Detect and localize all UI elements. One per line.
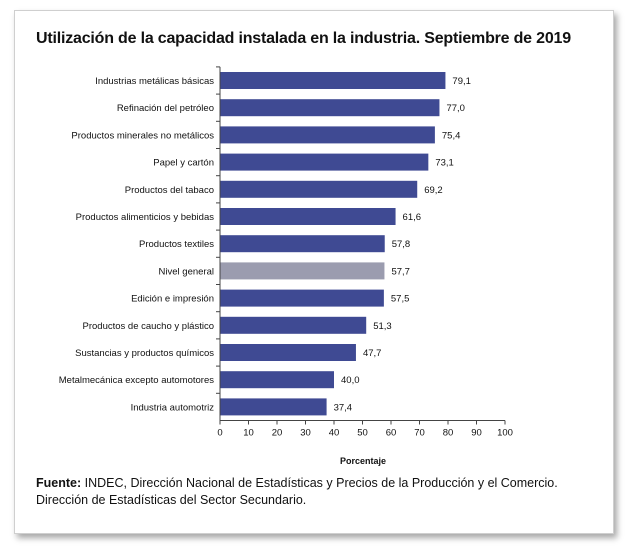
bar <box>220 398 327 416</box>
bar <box>220 208 396 225</box>
bar <box>220 99 440 117</box>
category-label: Productos minerales no metálicos <box>71 130 214 141</box>
value-label: 73,1 <box>435 158 454 169</box>
value-label: 51,3 <box>373 321 392 332</box>
category-label: Metalmecánica excepto automotores <box>59 375 214 386</box>
value-label: 40,0 <box>341 375 360 386</box>
x-tick-label: 100 <box>497 428 513 439</box>
x-tick-label: 30 <box>300 428 311 439</box>
x-tick-label: 90 <box>471 428 482 439</box>
value-label: 57,7 <box>391 266 410 277</box>
value-label: 57,8 <box>392 239 411 250</box>
bars-layer: Industrias metálicas básicas 79,1 Refinaci… <box>59 66 471 416</box>
value-label: 37,4 <box>334 402 353 413</box>
value-label: 57,5 <box>391 294 410 305</box>
value-label: 79,1 <box>452 76 471 87</box>
x-tick-label: 60 <box>386 428 397 439</box>
bar <box>220 126 435 144</box>
category-label: Papel y cartón <box>153 158 214 169</box>
x-tick-label: 70 <box>414 428 425 439</box>
category-label: Productos de caucho y plástico <box>83 321 215 332</box>
category-label: Productos textiles <box>139 239 214 250</box>
x-axis: 0 10 20 30 40 50 60 70 80 90 100 <box>217 66 513 439</box>
bar-highlight <box>220 262 385 280</box>
category-label: Industria automotriz <box>131 402 215 413</box>
bar <box>220 235 385 253</box>
category-label: Refinación del petróleo <box>117 103 214 114</box>
x-tick-label: 20 <box>272 428 283 439</box>
value-label: 69,2 <box>424 185 443 196</box>
bar <box>220 316 367 334</box>
x-tick-label: 80 <box>443 428 454 439</box>
x-tick-label: 0 <box>217 428 222 439</box>
category-label: Edición e impresión <box>131 294 214 305</box>
bar <box>220 344 356 361</box>
category-label: Productos alimenticios y bebidas <box>76 212 215 223</box>
value-label: 77,0 <box>446 103 465 114</box>
category-label: Nivel general <box>159 266 214 277</box>
chart-title: Utilización de la capacidad instalada en… <box>36 30 571 47</box>
bar <box>220 180 418 198</box>
x-axis-label: Porcentaje <box>340 456 386 466</box>
bar <box>220 371 334 389</box>
bar <box>220 153 429 171</box>
x-tick-label: 50 <box>357 428 368 439</box>
category-label: Productos del tabaco <box>125 185 214 196</box>
x-tick-label: 40 <box>329 428 340 439</box>
value-label: 75,4 <box>442 130 461 141</box>
value-label: 47,7 <box>363 348 382 359</box>
value-label: 61,6 <box>403 212 422 223</box>
bar <box>220 289 384 307</box>
source-text: INDEC, Dirección Nacional de Estadística… <box>36 476 558 507</box>
category-label: Sustancias y productos químicos <box>75 348 214 359</box>
x-tick-label: 10 <box>243 428 254 439</box>
source-note: Fuente: INDEC, Dirección Nacional de Est… <box>36 475 596 509</box>
category-label: Industrias metálicas básicas <box>95 76 214 87</box>
bar <box>220 72 446 89</box>
source-label: Fuente: <box>36 476 82 490</box>
